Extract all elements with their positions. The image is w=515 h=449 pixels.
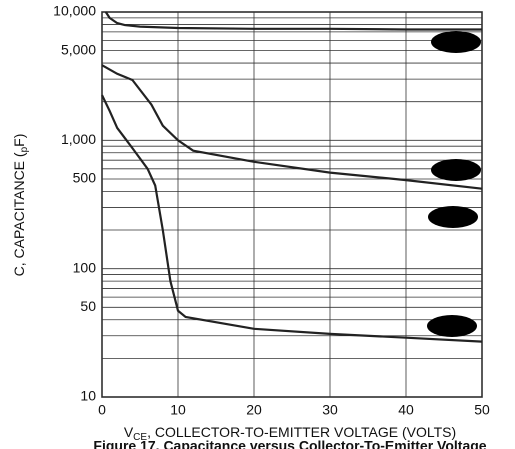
x-label-sub: CE (133, 432, 147, 443)
x-axis-label: VCE, COLLECTOR-TO-EMITTER VOLTAGE (VOLTS… (124, 424, 456, 443)
y-tick-label: 100 (73, 259, 97, 275)
y-tick-label: 500 (73, 170, 97, 186)
y-tick-label: 1,000 (61, 131, 96, 147)
y-label-part: C, CAPACITANCE ( (11, 152, 27, 276)
y-tick-label: 10,000 (53, 3, 96, 19)
x-tick-label: 40 (398, 402, 414, 418)
series-line (101, 64, 483, 190)
series-line (101, 94, 483, 343)
y-tick-label: 5,000 (61, 41, 96, 57)
x-tick-label: 0 (98, 402, 106, 418)
redaction (428, 206, 478, 228)
y-label-part: F) (11, 134, 27, 147)
y-label-sub: p (19, 146, 30, 152)
x-tick-label: 30 (322, 402, 338, 418)
y-tick-label: 50 (80, 298, 96, 314)
x-tick-label: 10 (170, 402, 186, 418)
redaction (431, 31, 481, 53)
x-label-part: V (124, 424, 134, 440)
figure-caption: Figure 17. Capacitance versus Collector-… (93, 438, 486, 449)
series-line (104, 11, 482, 31)
redaction (431, 159, 481, 181)
x-label-part: , COLLECTOR-TO-EMITTER VOLTAGE (VOLTS) (147, 424, 456, 440)
redaction (427, 315, 477, 337)
x-tick-label: 50 (474, 402, 490, 418)
redaction-marks (427, 31, 481, 337)
y-axis-label: C, CAPACITANCE (pF) (11, 134, 30, 277)
x-tick-label: 20 (246, 402, 262, 418)
y-tick-label: 10 (80, 388, 96, 404)
